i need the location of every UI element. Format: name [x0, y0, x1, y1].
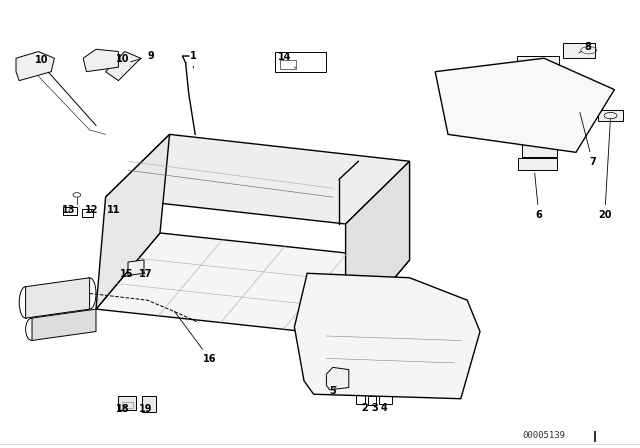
Text: 18: 18 — [116, 404, 130, 414]
Bar — [517, 56, 559, 67]
Bar — [515, 86, 559, 99]
Bar — [522, 144, 557, 157]
Bar — [118, 396, 136, 410]
Polygon shape — [96, 134, 170, 309]
Bar — [517, 113, 559, 125]
Bar — [384, 327, 408, 338]
Text: 3: 3 — [371, 403, 378, 413]
Bar — [82, 209, 93, 217]
Polygon shape — [294, 273, 480, 399]
Text: 15: 15 — [120, 269, 134, 279]
Text: 00005139: 00005139 — [522, 431, 566, 440]
Polygon shape — [106, 52, 141, 81]
Bar — [106, 202, 122, 215]
Text: 1: 1 — [190, 51, 196, 68]
Text: 10: 10 — [35, 55, 49, 65]
Bar — [63, 207, 77, 215]
Polygon shape — [326, 367, 349, 390]
Text: 13: 13 — [62, 205, 76, 215]
Polygon shape — [435, 58, 614, 152]
Text: 10: 10 — [116, 54, 130, 64]
Bar — [142, 396, 156, 412]
Bar — [448, 132, 451, 134]
Text: 16: 16 — [175, 311, 217, 364]
Text: 20: 20 — [598, 119, 612, 220]
Bar — [356, 395, 365, 404]
Text: 6: 6 — [534, 173, 542, 220]
Text: 7: 7 — [580, 112, 596, 167]
Polygon shape — [26, 278, 90, 318]
Text: 12: 12 — [84, 205, 99, 215]
Text: 11: 11 — [107, 205, 121, 215]
Text: 19: 19 — [139, 404, 153, 414]
Bar — [516, 99, 559, 112]
Bar — [368, 396, 376, 405]
Text: 14: 14 — [278, 52, 296, 68]
Bar — [518, 130, 557, 143]
Text: 4: 4 — [381, 403, 387, 413]
Polygon shape — [106, 134, 410, 224]
Bar — [379, 396, 392, 404]
Bar — [416, 329, 438, 340]
Polygon shape — [346, 161, 410, 336]
Polygon shape — [16, 52, 54, 81]
Bar — [563, 43, 595, 58]
Polygon shape — [32, 309, 96, 340]
Bar — [122, 402, 133, 408]
Text: 17: 17 — [138, 269, 152, 279]
Text: 8: 8 — [579, 42, 591, 53]
Polygon shape — [96, 233, 410, 336]
Bar — [518, 158, 557, 170]
Bar — [517, 72, 559, 85]
Bar — [598, 110, 623, 121]
Polygon shape — [83, 49, 118, 72]
Bar — [346, 325, 371, 336]
Text: 2: 2 — [362, 403, 368, 413]
Bar — [280, 60, 296, 69]
Text: 5: 5 — [330, 386, 336, 396]
Polygon shape — [128, 260, 144, 276]
Text: 9: 9 — [131, 51, 154, 62]
Bar — [275, 52, 326, 72]
